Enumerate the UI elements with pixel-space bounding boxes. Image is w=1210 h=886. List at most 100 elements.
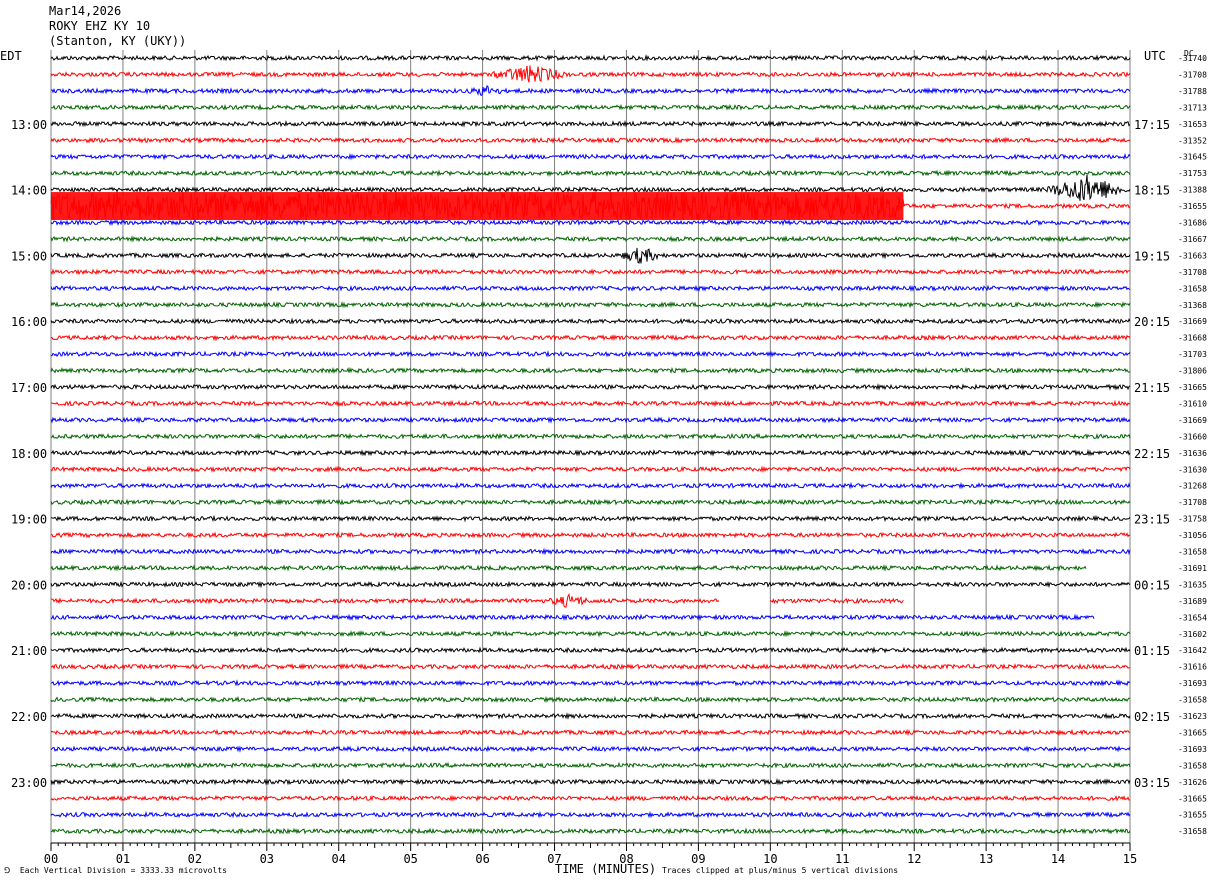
left-hour-label: 14:00 [11, 184, 47, 198]
seismic-trace [50, 481, 1131, 490]
dc-offset-label: -31806 [1178, 367, 1207, 376]
dc-offset-label: -31616 [1178, 663, 1207, 672]
dc-offset-label: -31268 [1178, 482, 1207, 491]
dc-offset-label: -31658 [1178, 827, 1207, 836]
seismic-trace [50, 103, 1131, 112]
location-label: (Stanton, KY (UKY)) [49, 34, 187, 48]
seismic-trace [50, 54, 1131, 62]
dc-offset-label: -31645 [1178, 153, 1207, 162]
dc-offset-label: -31655 [1178, 811, 1207, 820]
seismic-trace [50, 547, 1131, 556]
left-hour-label: 23:00 [11, 776, 47, 790]
x-tick-label: 01 [116, 852, 130, 866]
left-hour-label: 16:00 [11, 315, 47, 329]
seismic-trace [50, 317, 1131, 325]
seismic-trace [50, 235, 1131, 243]
vertical-division-text: Each Vertical Division = 3333.33 microvo… [19, 866, 227, 875]
x-tick-label: 02 [188, 852, 202, 866]
right-hour-label: 02:15 [1134, 710, 1170, 724]
seismic-trace [50, 65, 1131, 83]
seismic-trace [50, 350, 1131, 358]
seismic-trace [50, 745, 1131, 753]
right-hour-label: 22:15 [1134, 447, 1170, 461]
dc-offset-label: -31686 [1178, 219, 1207, 228]
seismic-trace [50, 119, 1131, 128]
seismic-trace [50, 136, 1131, 144]
x-tick-label: 05 [403, 852, 417, 866]
x-tick-label: 11 [835, 852, 849, 866]
seismic-trace [50, 646, 1131, 655]
seismic-trace [50, 383, 1131, 391]
seismic-trace [50, 629, 1131, 638]
dc-offset-label: -31623 [1178, 712, 1207, 721]
seismic-trace [50, 498, 1131, 506]
dc-offset-label: -31669 [1178, 317, 1207, 326]
seismic-trace [50, 777, 1131, 786]
dc-offset-label: -31693 [1178, 745, 1207, 754]
left-hour-label: 20:00 [11, 578, 47, 592]
right-hour-label: 21:15 [1134, 381, 1170, 395]
seismic-trace [50, 827, 1131, 835]
clipped-signal [51, 192, 904, 221]
left-hour-label: 17:00 [11, 381, 47, 395]
dc-offset-label: -31630 [1178, 465, 1207, 474]
seismic-trace [50, 564, 1087, 572]
dc-offset-label: -31708 [1178, 70, 1207, 79]
x-tick-label: 12 [907, 852, 921, 866]
seismic-trace [50, 301, 1131, 309]
right-hour-label: 19:15 [1134, 249, 1170, 263]
dc-offset-label: -31788 [1178, 87, 1207, 96]
dc-offset-label: -31668 [1178, 334, 1207, 343]
x-tick-label: 00 [44, 852, 58, 866]
dc-offset-label: -31610 [1178, 399, 1207, 408]
left-timezone-label: EDT [0, 49, 22, 63]
seismic-trace [50, 218, 1131, 227]
seismic-trace [50, 531, 1131, 539]
seismic-trace [50, 810, 1131, 819]
x-tick-label: 08 [619, 852, 633, 866]
seismic-trace [50, 152, 1131, 161]
left-hour-label: 22:00 [11, 710, 47, 724]
seismic-trace [50, 174, 1131, 201]
x-tick-label: 09 [691, 852, 705, 866]
right-hour-label: 20:15 [1134, 315, 1170, 329]
clipping-note: Traces clipped at plus/minus 5 vertical … [662, 866, 899, 875]
seismic-trace [51, 514, 1131, 523]
dc-offset-label: -31753 [1178, 169, 1207, 178]
dc-offset-label: -31635 [1178, 580, 1207, 589]
x-tick-label: 15 [1123, 852, 1137, 866]
dc-offset-label: -31653 [1178, 120, 1207, 129]
seismic-trace [51, 399, 1131, 408]
dc-offset-label: -31665 [1178, 383, 1207, 392]
dc-offset-label: -31708 [1178, 268, 1207, 277]
dc-offset-label: -31663 [1178, 251, 1207, 260]
seismic-trace [50, 679, 1131, 687]
dc-offset-label: -31660 [1178, 432, 1207, 441]
dc-offset-label: -31665 [1178, 728, 1207, 737]
right-hour-label: 01:15 [1134, 644, 1170, 658]
dc-offset-label: -31689 [1178, 597, 1207, 606]
seismic-trace [50, 247, 1131, 264]
corner-mark-icon: ⅁ [4, 866, 11, 875]
x-tick-label: 10 [763, 852, 777, 866]
dc-offset-label: -31658 [1178, 696, 1207, 705]
right-timezone-label: UTC [1144, 49, 1166, 63]
dc-offset-label: -31602 [1178, 630, 1207, 639]
dc-offset-label: -31368 [1178, 301, 1207, 310]
x-tick-label: 13 [979, 852, 993, 866]
x-tick-label: 07 [547, 852, 561, 866]
right-hour-label: 03:15 [1134, 776, 1170, 790]
dc-offset-label: -31708 [1178, 498, 1207, 507]
seismic-trace [50, 333, 1131, 342]
seismic-trace [50, 662, 1131, 671]
right-hour-label: 23:15 [1134, 513, 1170, 527]
dc-offset-label: -31658 [1178, 548, 1207, 557]
seismic-trace [50, 84, 1131, 96]
left-hour-label: 21:00 [11, 644, 47, 658]
seismic-trace [50, 794, 1131, 802]
dc-offset-label: -31658 [1178, 284, 1207, 293]
dc-offset-label: -31669 [1178, 416, 1207, 425]
left-hour-label: 19:00 [11, 513, 47, 527]
station-label: ROKY EHZ KY 10 [49, 19, 151, 33]
